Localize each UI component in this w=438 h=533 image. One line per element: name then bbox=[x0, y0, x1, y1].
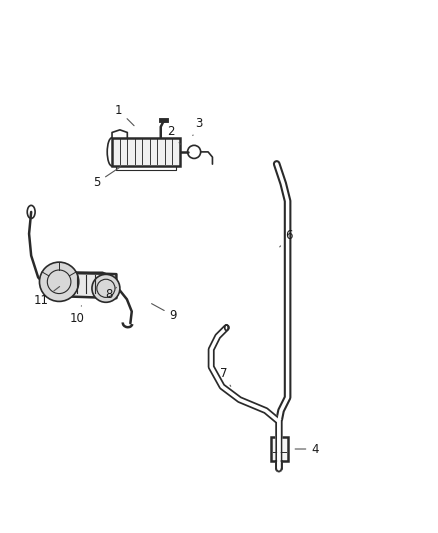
Bar bbox=[272, 437, 288, 461]
Bar bbox=[112, 138, 180, 166]
Text: 6: 6 bbox=[280, 229, 293, 247]
Circle shape bbox=[39, 262, 79, 302]
Text: 2: 2 bbox=[167, 125, 180, 144]
Polygon shape bbox=[46, 272, 117, 298]
Text: 9: 9 bbox=[152, 304, 177, 322]
Text: 1: 1 bbox=[115, 104, 134, 126]
Text: 4: 4 bbox=[295, 442, 319, 456]
Text: 5: 5 bbox=[93, 167, 120, 189]
Text: 8: 8 bbox=[105, 287, 117, 301]
Text: 7: 7 bbox=[219, 367, 231, 386]
Circle shape bbox=[92, 274, 120, 302]
Text: 3: 3 bbox=[193, 117, 203, 135]
Text: 11: 11 bbox=[34, 287, 60, 307]
Text: 10: 10 bbox=[70, 306, 85, 325]
